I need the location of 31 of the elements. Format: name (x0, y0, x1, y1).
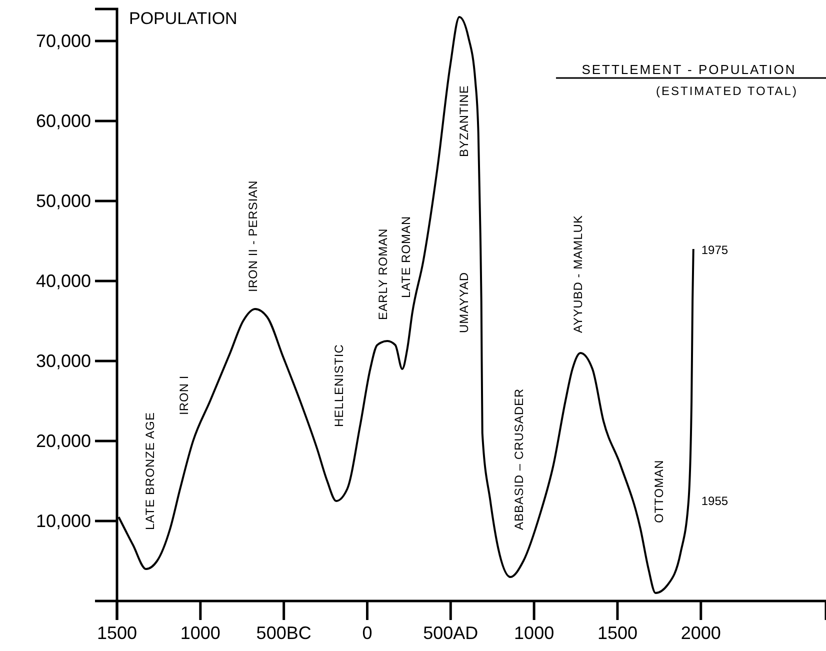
x-tick-label: 500BC (256, 622, 312, 643)
annotation: IRON II - PERSIAN (246, 180, 260, 292)
annotation: IRON I (177, 375, 191, 415)
y-tick-label: 60,000 (36, 110, 91, 131)
annotation: LATE BRONZE AGE (143, 412, 157, 530)
annotation: AYYUBD - MAMLUK (571, 215, 585, 333)
y-tick-label: 40,000 (36, 270, 91, 291)
y-tick-label: 10,000 (36, 510, 91, 531)
text: SETTLEMENT - POPULATION (582, 62, 796, 77)
x-tick-label: 1500 (96, 622, 138, 643)
x-tick-label: 0 (362, 622, 372, 643)
x-tick-label: 1500 (597, 622, 638, 643)
y-tick-label: 50,000 (36, 190, 91, 211)
annotation: 1975 (701, 243, 728, 257)
y-tick-label: 70,000 (36, 30, 91, 51)
y-tick-label: 30,000 (36, 350, 91, 371)
annotation: LATE ROMAN (399, 216, 413, 298)
annotation: UMAYYAD (457, 272, 471, 333)
y-tick-label: 20,000 (36, 430, 91, 451)
annotation: HELLENISTIC (332, 344, 346, 427)
annotation: OTTOMAN (652, 460, 666, 523)
y-axis-title: POPULATION (129, 9, 238, 28)
x-tick-label: 1000 (514, 622, 554, 643)
annotation: EARLY ROMAN (376, 228, 390, 320)
text: (ESTIMATED TOTAL) (656, 84, 798, 98)
x-tick-label: 1000 (180, 622, 220, 643)
x-tick-label: 500AD (423, 622, 478, 643)
annotation: BYZANTINE (457, 85, 471, 157)
annotation: 1955 (701, 494, 728, 508)
x-tick-label: 2000 (680, 622, 721, 643)
annotation: ABBASID – CRUSADER (512, 388, 526, 530)
